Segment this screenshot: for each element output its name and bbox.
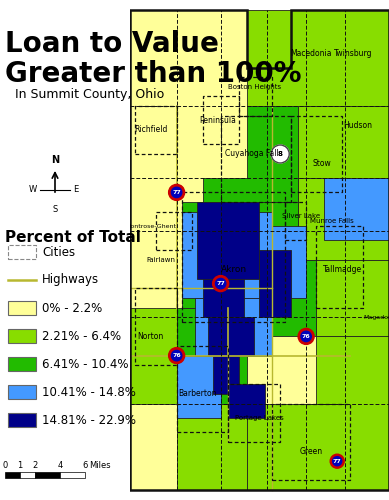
Polygon shape (177, 356, 221, 418)
Text: 8: 8 (278, 151, 283, 157)
Text: 10.41% - 14.8%: 10.41% - 14.8% (42, 386, 136, 398)
Text: Highways: Highways (42, 274, 99, 286)
Bar (130, 10, 389, 490)
Bar (20, 472, 35, 478)
Text: Akron: Akron (221, 264, 247, 274)
Bar (8, 357, 36, 371)
Bar (8, 385, 36, 399)
Text: Peninsula: Peninsula (200, 116, 237, 125)
Text: Munroe Falls: Munroe Falls (310, 218, 354, 224)
Polygon shape (317, 260, 389, 336)
Text: Magadore: Magadore (363, 314, 389, 320)
Circle shape (298, 328, 314, 344)
Text: 77: 77 (333, 458, 342, 464)
Circle shape (172, 187, 182, 198)
Polygon shape (130, 308, 177, 404)
Text: Hudson: Hudson (343, 120, 372, 130)
Text: 77: 77 (172, 190, 181, 195)
Polygon shape (259, 250, 291, 317)
Bar (8, 329, 36, 343)
Text: 77: 77 (216, 281, 225, 286)
Bar (8, 413, 36, 427)
Text: Norton: Norton (138, 332, 164, 341)
Text: Richfield: Richfield (134, 126, 167, 134)
Polygon shape (208, 317, 254, 356)
Bar (8, 301, 36, 315)
Text: 76: 76 (302, 334, 310, 339)
Text: Boston Heights: Boston Heights (228, 84, 281, 90)
Text: 2: 2 (32, 461, 38, 470)
Polygon shape (272, 106, 389, 178)
Polygon shape (324, 178, 389, 240)
Text: Macedonia: Macedonia (291, 48, 332, 58)
Polygon shape (195, 298, 272, 356)
Circle shape (172, 350, 182, 361)
Text: Cities: Cities (42, 246, 75, 258)
Text: 0: 0 (2, 461, 8, 470)
Text: Percent of Total: Percent of Total (5, 230, 141, 245)
Polygon shape (272, 260, 317, 336)
Text: W: W (29, 186, 37, 194)
Bar (5, 472, 20, 478)
Text: Silver Lake: Silver Lake (282, 214, 320, 220)
Text: Twinsburg: Twinsburg (333, 48, 372, 58)
Text: Miles: Miles (89, 461, 110, 470)
Text: 6.41% - 10.4%: 6.41% - 10.4% (42, 358, 128, 370)
Text: S: S (53, 205, 58, 214)
Text: 1: 1 (18, 461, 23, 470)
Text: Loan to Value: Loan to Value (5, 30, 219, 58)
Text: In Summit County, Ohio: In Summit County, Ohio (15, 88, 164, 101)
Text: Stow: Stow (312, 159, 331, 168)
Circle shape (168, 348, 185, 364)
Polygon shape (177, 308, 247, 404)
Polygon shape (182, 212, 272, 298)
Circle shape (301, 331, 311, 342)
Bar (8, 245, 36, 259)
Circle shape (168, 184, 185, 200)
Polygon shape (213, 356, 239, 394)
Circle shape (213, 276, 229, 291)
Text: 76: 76 (172, 353, 181, 358)
Circle shape (333, 456, 342, 466)
Polygon shape (203, 279, 244, 317)
Text: 6: 6 (82, 461, 88, 470)
Polygon shape (247, 10, 389, 106)
Polygon shape (298, 178, 389, 260)
Bar (0, 0, 130, 500)
Text: 14.81% - 22.9%: 14.81% - 22.9% (42, 414, 136, 426)
Text: Tallmadge: Tallmadge (323, 264, 362, 274)
Polygon shape (247, 336, 389, 490)
Circle shape (216, 278, 226, 289)
Circle shape (330, 454, 344, 468)
Text: 0% - 2.2%: 0% - 2.2% (42, 302, 102, 314)
Text: 4: 4 (57, 461, 63, 470)
Polygon shape (177, 404, 247, 490)
Polygon shape (197, 202, 259, 279)
Polygon shape (203, 106, 298, 202)
Polygon shape (228, 384, 265, 418)
Circle shape (271, 145, 289, 163)
Text: Greater than 100%: Greater than 100% (5, 60, 301, 88)
Text: 2.21% - 6.4%: 2.21% - 6.4% (42, 330, 121, 342)
Text: Portage Lakes: Portage Lakes (235, 415, 284, 421)
Text: Green: Green (300, 447, 323, 456)
Text: E: E (73, 186, 78, 194)
Polygon shape (182, 202, 298, 308)
Polygon shape (272, 226, 306, 298)
Text: Barberton: Barberton (178, 390, 217, 398)
Bar (35, 472, 60, 478)
Text: Cuyahoga Falls: Cuyahoga Falls (226, 150, 283, 158)
Text: N: N (51, 155, 59, 165)
Text: Fairlawn: Fairlawn (147, 256, 175, 262)
Bar (60, 472, 85, 478)
Text: Montrose-Ghent: Montrose-Ghent (125, 224, 176, 228)
